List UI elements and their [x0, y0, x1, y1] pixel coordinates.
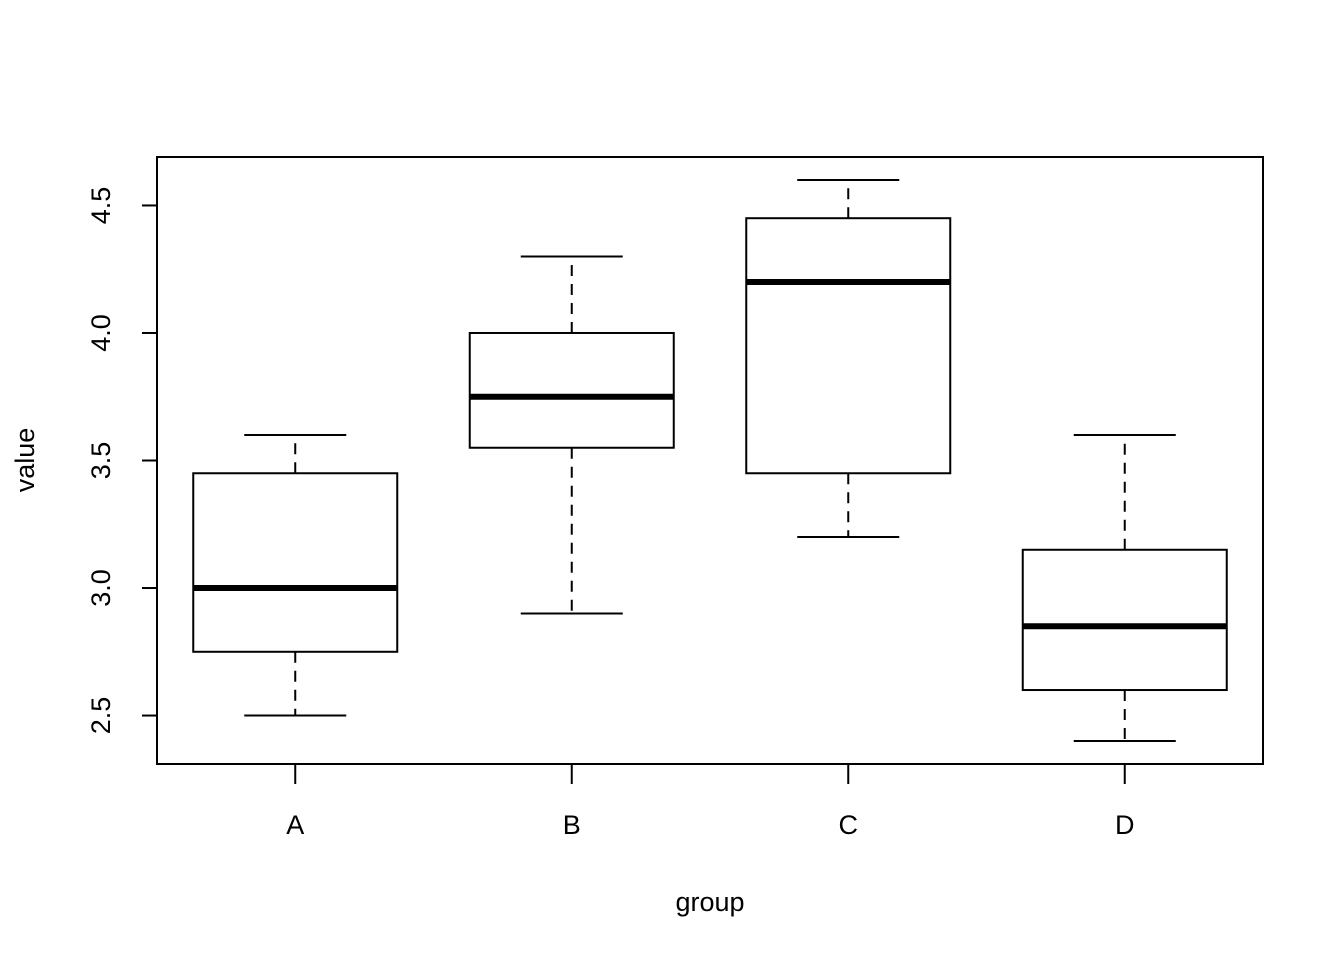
iqr-box [745, 217, 952, 475]
x-tick-label: A [286, 810, 304, 840]
y-tick-label: 2.5 [86, 697, 116, 735]
x-tick-label: D [1115, 810, 1135, 840]
iqr-box [1021, 548, 1228, 692]
y-tick-label: 4.5 [86, 187, 116, 225]
box-group-d [1021, 433, 1228, 743]
x-tick-label: C [839, 810, 859, 840]
box-group-a [192, 433, 399, 717]
y-axis: 2.5 3.0 3.5 4.0 4.5 [86, 187, 157, 735]
box-group-c [745, 178, 952, 539]
y-axis-title: value [10, 428, 40, 493]
y-tick-label: 3.0 [86, 569, 116, 607]
y-tick-label: 4.0 [86, 314, 116, 352]
x-axis: A B C D [286, 764, 1135, 840]
x-axis-title: group [675, 887, 744, 917]
boxes-layer [192, 178, 1228, 743]
y-tick-label: 3.5 [86, 442, 116, 480]
x-tick-label: B [563, 810, 581, 840]
iqr-box [468, 331, 675, 449]
iqr-box [192, 472, 399, 653]
box-group-b [468, 255, 675, 615]
